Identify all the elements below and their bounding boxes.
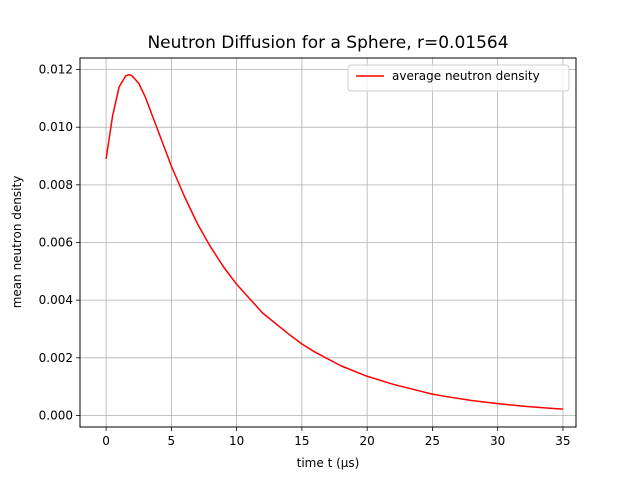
x-tick-label: 30 — [490, 434, 505, 448]
y-tick-label: 0.006 — [39, 236, 73, 250]
grid-lines — [80, 58, 576, 427]
x-tick-label: 25 — [425, 434, 440, 448]
y-axis-label: mean neutron density — [10, 176, 24, 309]
y-tick-label: 0.004 — [39, 293, 73, 307]
x-tick-label: 35 — [555, 434, 570, 448]
x-tick-label: 10 — [229, 434, 244, 448]
y-tick-label: 0.008 — [39, 178, 73, 192]
x-tick-label: 20 — [360, 434, 375, 448]
x-axis-label: time t (µs) — [297, 456, 360, 470]
legend-label: average neutron density — [392, 69, 540, 83]
series-layer — [105, 73, 563, 410]
series-line-average-neutron-density — [105, 73, 563, 410]
y-tick-label: 0.010 — [39, 120, 73, 134]
x-tick-label: 15 — [294, 434, 309, 448]
x-tick-label: 0 — [102, 434, 110, 448]
legend: average neutron density — [347, 64, 570, 92]
x-tick-label: 5 — [168, 434, 176, 448]
legend-box — [347, 64, 570, 92]
axis-ticks: 0 5 10 15 20 25 30 35 0.000 0.002 0.004 0.006 0.008 0… — [39, 63, 571, 448]
chart-title: Neutron Diffusion for a Sphere, r=0.0156… — [147, 33, 508, 53]
y-tick-label: 0.012 — [39, 63, 73, 77]
y-tick-label: 0.000 — [39, 408, 73, 422]
y-tick-label: 0.002 — [39, 351, 73, 365]
